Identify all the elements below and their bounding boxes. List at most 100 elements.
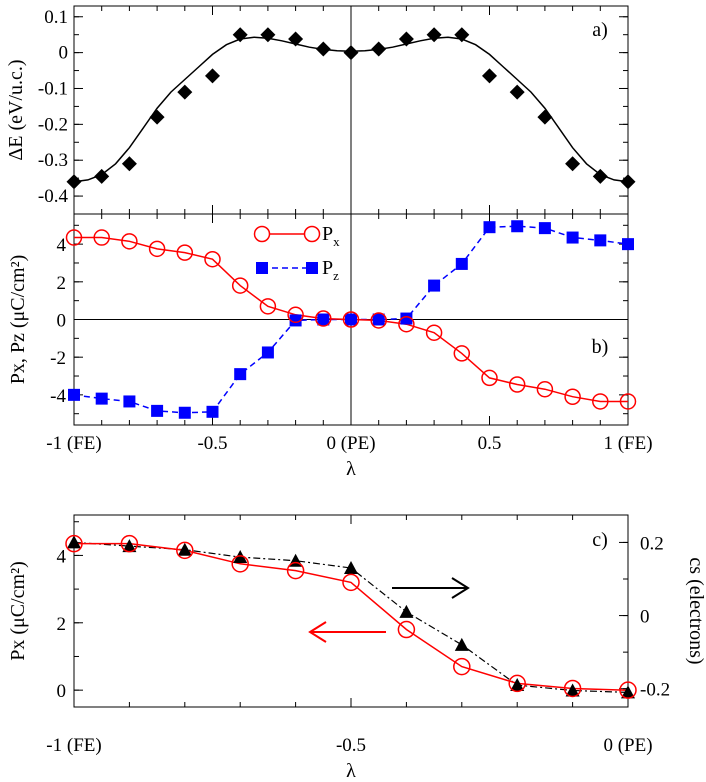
- panel-b-px-marker: [453, 345, 471, 362]
- panel-b-pz-marker: [206, 405, 219, 418]
- panel-b-px-marker: [398, 315, 415, 333]
- panel-a-diamond-marker: [177, 84, 193, 100]
- panel-b-px-marker: [342, 311, 360, 328]
- panel-b-ytick-label: 2: [57, 273, 67, 294]
- legend-pz-marker: [256, 262, 268, 274]
- panel-b-px-marker: [176, 244, 194, 261]
- panel-a-diamond-marker: [94, 168, 110, 184]
- panel-c-xtick-label: -1 (FE): [46, 735, 101, 756]
- arrow-left-head: [308, 621, 327, 643]
- panel-c-px-marker: [176, 541, 194, 560]
- arrow-right-head: [451, 577, 470, 599]
- panel-b-px-marker: [121, 233, 138, 250]
- panel-a-ylabel: ΔE (eV/u.c.): [5, 59, 27, 160]
- panel-a-ytick-label: -0.2: [38, 114, 68, 135]
- panel-b-pz-marker: [400, 312, 413, 325]
- panel-b-px-marker: [481, 369, 498, 387]
- panel-b-pz-marker: [68, 388, 80, 401]
- panel-a-diamond-marker: [232, 27, 248, 43]
- panel-a-diamond-marker: [66, 174, 82, 190]
- panel-c-ytick-right-label: 0: [640, 607, 650, 628]
- panel-b-px-marker: [93, 229, 110, 246]
- legend-px-marker: [303, 225, 321, 243]
- panel-b-pz-marker: [372, 313, 385, 326]
- panel-c-px-marker: [231, 555, 249, 573]
- panel-a-diamond-marker: [509, 84, 525, 100]
- panel-a-label: a): [592, 19, 608, 41]
- panel-c-px-marker: [120, 534, 139, 553]
- panel-a-ytick-label: -0.3: [38, 150, 68, 171]
- panel-a-diamond-marker: [620, 174, 636, 190]
- panel-c-px-marker: [286, 561, 305, 580]
- panel-b-px-marker: [592, 393, 609, 410]
- panel-c-frame: [73, 514, 629, 708]
- panel-c-px-marker: [563, 679, 582, 698]
- panel-c-px-line: [74, 542, 629, 691]
- panel-c-cs-marker: [122, 539, 137, 553]
- panel-b: 420-2-4-1 (FE) -0.5 0 (PE) 0.5 1 (FE)λPxPzb)…: [7, 213, 653, 480]
- panel-c-xtick-label: 0 (PE): [603, 735, 652, 756]
- panel-b-pz-marker: [345, 313, 357, 326]
- panel-c-cs-marker: [621, 685, 635, 699]
- panel-b-pz-marker: [95, 392, 108, 405]
- panel-b-px-marker: [425, 324, 443, 341]
- panel-c-cs-marker: [510, 678, 525, 692]
- panel-a-diamond-marker: [343, 45, 359, 61]
- panel-c-cs-marker: [454, 637, 469, 651]
- panel-a-diamond-marker: [565, 156, 581, 172]
- panel-b-pz-marker: [317, 313, 330, 326]
- panel-b-px-marker: [619, 393, 637, 410]
- panel-c-ytick-right-label: -0.2: [640, 680, 670, 701]
- panel-c-label: c): [592, 529, 608, 551]
- panel-a-ytick-label: -0.4: [38, 186, 69, 207]
- panel-c-xtick-label: -0.5: [336, 735, 366, 756]
- panel-b-xtick-label: 1 (FE): [603, 433, 652, 454]
- panel-a-diamond-marker: [592, 168, 608, 184]
- panel-b-pz-marker: [234, 368, 247, 381]
- panel-a-diamond-marker: [288, 31, 304, 47]
- panel-c-px-marker: [619, 681, 637, 699]
- arrow-right-icon: [392, 577, 470, 599]
- panel-b-pz-marker: [594, 234, 607, 247]
- panel-b-ylabel: Px, Pz (μC/cm²): [7, 255, 29, 385]
- panel-b-px-marker: [259, 298, 277, 315]
- panel-a-diamond-marker: [398, 31, 414, 47]
- panel-b-pz-marker: [178, 406, 191, 419]
- panel-c-px-marker: [397, 620, 416, 639]
- panel-b-ytick-label: -2: [50, 348, 66, 369]
- panel-c-xlabel: λ: [346, 760, 356, 782]
- panel-b-px-marker: [204, 250, 221, 268]
- panel-c-cs-marker: [177, 542, 192, 556]
- legend-label-sub: z: [333, 268, 339, 283]
- legend-pz-marker: [306, 262, 318, 274]
- panel-b-px-marker: [287, 306, 304, 324]
- panel-b-px-marker: [370, 312, 387, 329]
- panel-c-ytick-left-label: 2: [57, 614, 67, 635]
- panel-b-pz-marker: [566, 231, 579, 244]
- panel-b-xlabel: λ: [346, 458, 356, 480]
- panel-b-ytick-label: -4: [50, 386, 66, 407]
- panel-b-ytick-label: 0: [57, 311, 67, 332]
- panel-a-diamond-marker: [371, 41, 387, 57]
- panel-a-diamond-marker: [454, 27, 470, 43]
- panel-b-pz-marker: [483, 221, 496, 234]
- panel-b-pz-marker: [151, 404, 164, 417]
- panel-b-xtick-label: -0.5: [197, 433, 227, 454]
- panel-a-ytick-label: -0.1: [38, 78, 68, 99]
- panel-b-pz-marker: [455, 257, 468, 270]
- panel-b-xtick-label: 0 (PE): [326, 433, 375, 454]
- panel-c-cs-marker: [565, 683, 580, 697]
- panel-a-diamond-marker: [121, 156, 137, 172]
- panel-a: 0.1 0 -0.1 -0.2 -0.3 -0.4 a) ΔE (eV/u.c.): [5, 5, 636, 215]
- panel-b-pz-marker: [289, 314, 302, 327]
- legend-label-main: P: [322, 257, 333, 279]
- panel-a-diamond-marker: [482, 68, 497, 84]
- legend-pz-label: Pz: [322, 257, 339, 283]
- panel-a-diamond-marker: [537, 109, 553, 125]
- panel-b-px-marker: [508, 376, 526, 393]
- panel-b-xtick-label: 0.5: [478, 433, 502, 454]
- panel-c-cs-marker: [399, 604, 414, 618]
- panel-c-ylabel-left: Px (μC/cm²): [7, 561, 29, 661]
- panel-b-px-marker: [65, 229, 83, 246]
